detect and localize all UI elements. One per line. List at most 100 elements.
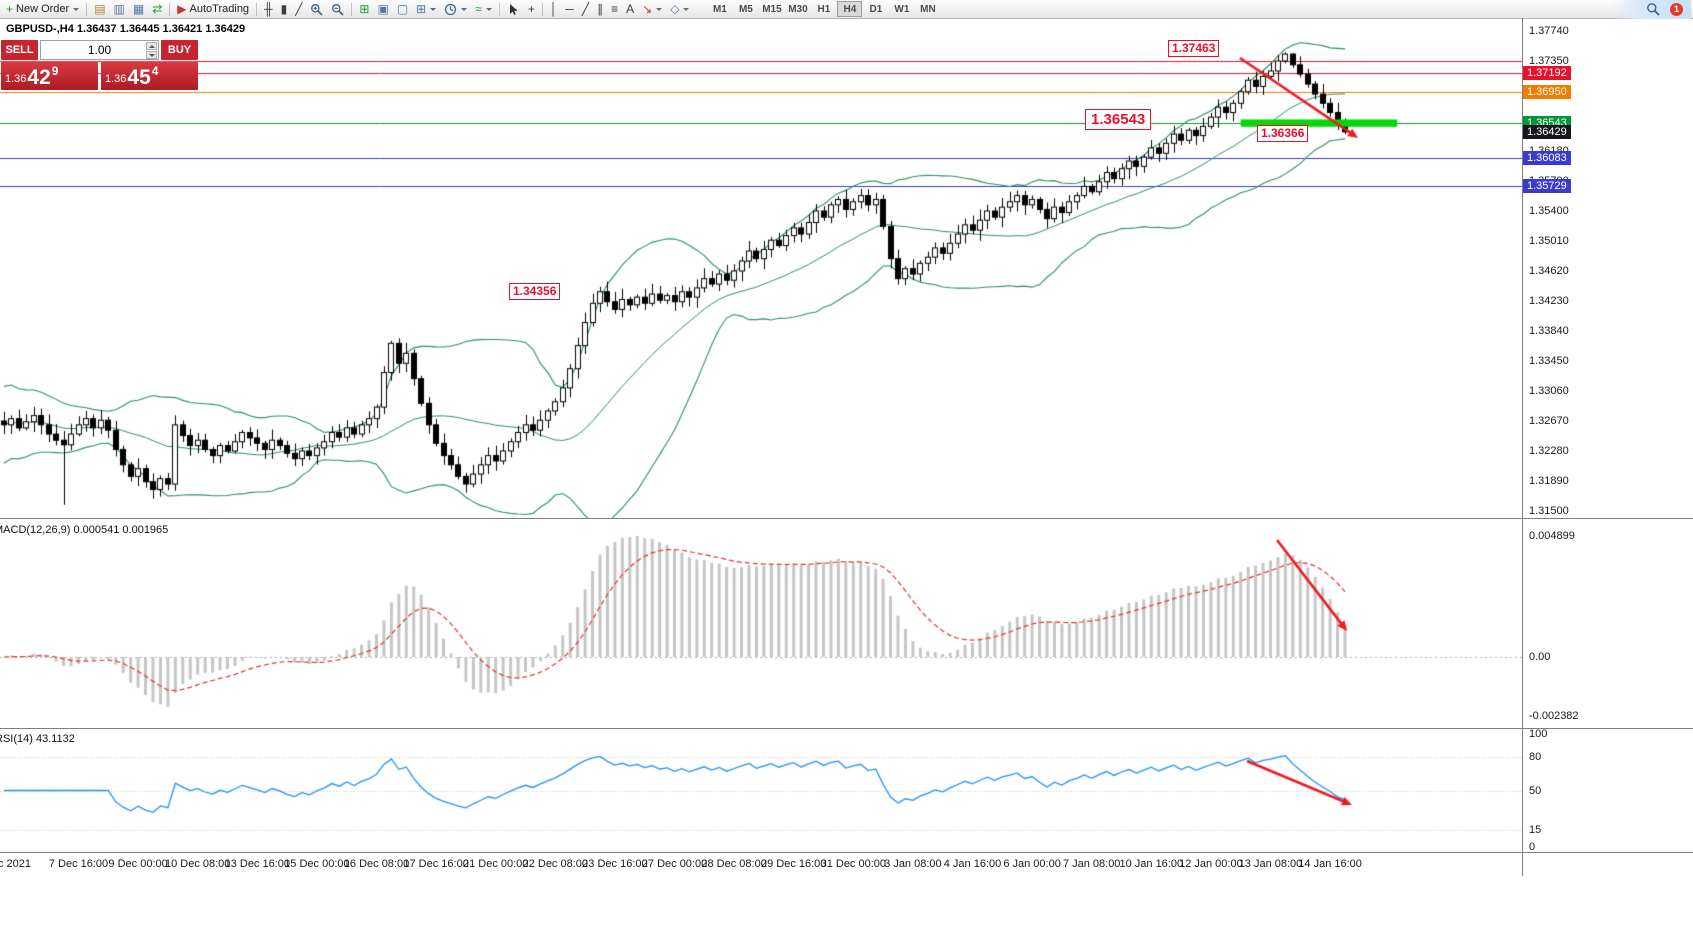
volume-increase-button[interactable] xyxy=(146,42,157,50)
sell-price-box[interactable]: 1.36 42 9 xyxy=(1,62,98,90)
autotrading-button-label: AutoTrading xyxy=(189,3,250,15)
time-axis-label: 31 Dec 00:00 xyxy=(820,858,887,870)
timeframe-d1[interactable]: D1 xyxy=(863,1,888,17)
search-icon[interactable] xyxy=(1646,2,1660,16)
autotrading-button[interactable]: ▶ AutoTrading xyxy=(173,1,253,18)
autotrading-icon: ▶ xyxy=(177,2,187,16)
price-axis-tick: 1.32280 xyxy=(1529,444,1569,457)
price-axis-tick: 1.31890 xyxy=(1529,474,1569,487)
volume-value: 1.00 xyxy=(87,43,112,57)
cascade-windows-icon: ▣ xyxy=(377,2,389,16)
new-order-button-label: New Order xyxy=(16,3,70,15)
toolbar-separator xyxy=(498,2,500,16)
timeframe-w1[interactable]: W1 xyxy=(889,1,914,17)
price-axis-tick: 1.34620 xyxy=(1529,264,1569,277)
price-callout[interactable]: 1.34356 xyxy=(509,283,561,300)
time-axis-label: 7 Jan 08:00 xyxy=(1062,858,1121,870)
macd-panel-canvas[interactable] xyxy=(0,519,1522,728)
arrows-button[interactable]: ↘ xyxy=(638,1,666,18)
line-chart-button[interactable]: ╱ xyxy=(291,1,306,18)
panel-separator[interactable] xyxy=(0,728,1693,729)
volume-decrease-button[interactable] xyxy=(146,51,157,59)
period-button[interactable] xyxy=(440,1,471,18)
ask-prefix: 1.36 xyxy=(105,73,127,85)
volume-input[interactable]: 1.00 xyxy=(40,40,159,60)
panel-separator[interactable] xyxy=(0,518,1693,519)
cascade-windows-button[interactable]: ▣ xyxy=(373,1,392,18)
time-axis-label: 7 Dec 16:00 xyxy=(48,858,109,870)
time-axis-label: 4 Jan 16:00 xyxy=(943,858,1002,870)
sell-button[interactable]: SELL xyxy=(1,40,38,60)
rsi-indicator-label: RSI(14) 43.1132 xyxy=(0,733,75,745)
price-axis-tick: 1.37350 xyxy=(1529,54,1569,67)
main-chart-canvas[interactable] xyxy=(0,18,1522,518)
indicators-icon: ≈ xyxy=(475,2,482,16)
timeframe-m1[interactable]: M1 xyxy=(707,1,732,17)
price-callout[interactable]: 1.36366 xyxy=(1257,125,1309,142)
timeframe-h1[interactable]: H1 xyxy=(811,1,836,17)
zoom-in-button[interactable] xyxy=(306,1,327,18)
time-axis-label: 16 Dec 08:00 xyxy=(343,858,410,870)
crosshair-button[interactable]: + xyxy=(524,1,539,18)
timeframe-m5[interactable]: M5 xyxy=(733,1,758,17)
rsi-axis-tick: 0 xyxy=(1529,841,1536,853)
trendline-button[interactable]: ╱ xyxy=(578,1,593,18)
time-axis-label: 10 Dec 08:00 xyxy=(164,858,231,870)
timeframe-m15[interactable]: M15 xyxy=(759,1,784,17)
shapes-icon: ◇ xyxy=(670,2,680,16)
channel-button[interactable]: ∥ xyxy=(593,1,607,18)
price-level-tag: 1.37192 xyxy=(1523,66,1571,81)
data-window-button[interactable]: ▥ xyxy=(110,1,129,18)
bar-chart-button[interactable]: ╫ xyxy=(260,1,277,18)
arrange-windows-button[interactable]: ▢ xyxy=(393,1,412,18)
tile-windows-button[interactable]: ⊞ xyxy=(355,1,373,18)
new-order-icon: + xyxy=(6,2,14,16)
bid-big-digits: 42 xyxy=(27,66,51,89)
toolbar-separator xyxy=(541,2,543,16)
cursor-button[interactable] xyxy=(503,1,524,18)
timeframe-h4[interactable]: H4 xyxy=(837,1,863,17)
notification-badge[interactable]: 1 xyxy=(1670,2,1683,16)
price-callout[interactable]: 1.37463 xyxy=(1168,40,1220,57)
toolbar-separator xyxy=(86,2,88,16)
rsi-panel-canvas[interactable] xyxy=(0,729,1522,852)
fibonacci-button[interactable]: ≡ xyxy=(607,1,622,18)
price-scale[interactable]: 1.377401.373501.369601.365701.361801.357… xyxy=(1523,18,1693,875)
time-axis-label: 22 Dec 08:00 xyxy=(522,858,589,870)
market-watch-button[interactable]: ▤ xyxy=(90,1,109,18)
caret-down-icon xyxy=(73,7,80,11)
navigator-button[interactable]: ▦ xyxy=(129,1,148,18)
indicators-button[interactable]: ≈ xyxy=(471,1,496,18)
macd-axis-tick: 0.00 xyxy=(1529,651,1551,663)
price-level-tag: 1.35729 xyxy=(1523,178,1571,193)
crosshair-icon: + xyxy=(527,2,535,16)
buy-button[interactable]: BUY xyxy=(161,40,198,60)
arrange-windows-icon: ▢ xyxy=(396,2,409,16)
vertical-line-button[interactable]: │ xyxy=(546,1,562,18)
toolbar: + New Order ▤ ▥ ▦ ⇄ ▶ AutoTrading ╫ ▮ ╱ ⊞ ▣ ▢ ⊞ ≈ + │ ─ ╱ ∥ ≡… xyxy=(0,0,1693,19)
time-axis-label: 3 Jan 08:00 xyxy=(884,858,942,870)
new-chart-button[interactable]: ⊞ xyxy=(412,1,440,18)
new-order-button[interactable]: + New Order xyxy=(2,1,83,18)
time-axis-label: 28 Dec 08:00 xyxy=(701,858,767,870)
candlestick-chart-button[interactable]: ▮ xyxy=(277,1,292,18)
horizontal-line-button[interactable]: ─ xyxy=(561,1,578,18)
macd-axis-tick: -0.002382 xyxy=(1529,709,1579,722)
time-axis-label: 6 Jan 00:00 xyxy=(1003,858,1061,870)
caret-down-icon xyxy=(683,7,690,11)
buy-price-box[interactable]: 1.36 45 4 xyxy=(101,62,198,90)
macd-axis-tick: 0.004899 xyxy=(1529,530,1575,542)
zoom-out-button[interactable] xyxy=(327,1,348,18)
macd-indicator-label: MACD(12,26,9) 0.000541 0.001965 xyxy=(0,524,169,536)
time-axis-label: 14 Jan 16:00 xyxy=(1298,858,1362,870)
price-callout[interactable]: 1.36543 xyxy=(1085,109,1152,130)
shapes-button[interactable]: ◇ xyxy=(666,1,693,18)
timeframe-m30[interactable]: M30 xyxy=(785,1,810,17)
text-icon: A xyxy=(626,2,635,16)
refresh-button[interactable]: ⇄ xyxy=(148,1,166,18)
timeframe-mn[interactable]: MN xyxy=(915,1,940,17)
time-axis-label: 15 Dec 00:00 xyxy=(284,858,350,870)
text-button[interactable]: A xyxy=(622,1,638,18)
